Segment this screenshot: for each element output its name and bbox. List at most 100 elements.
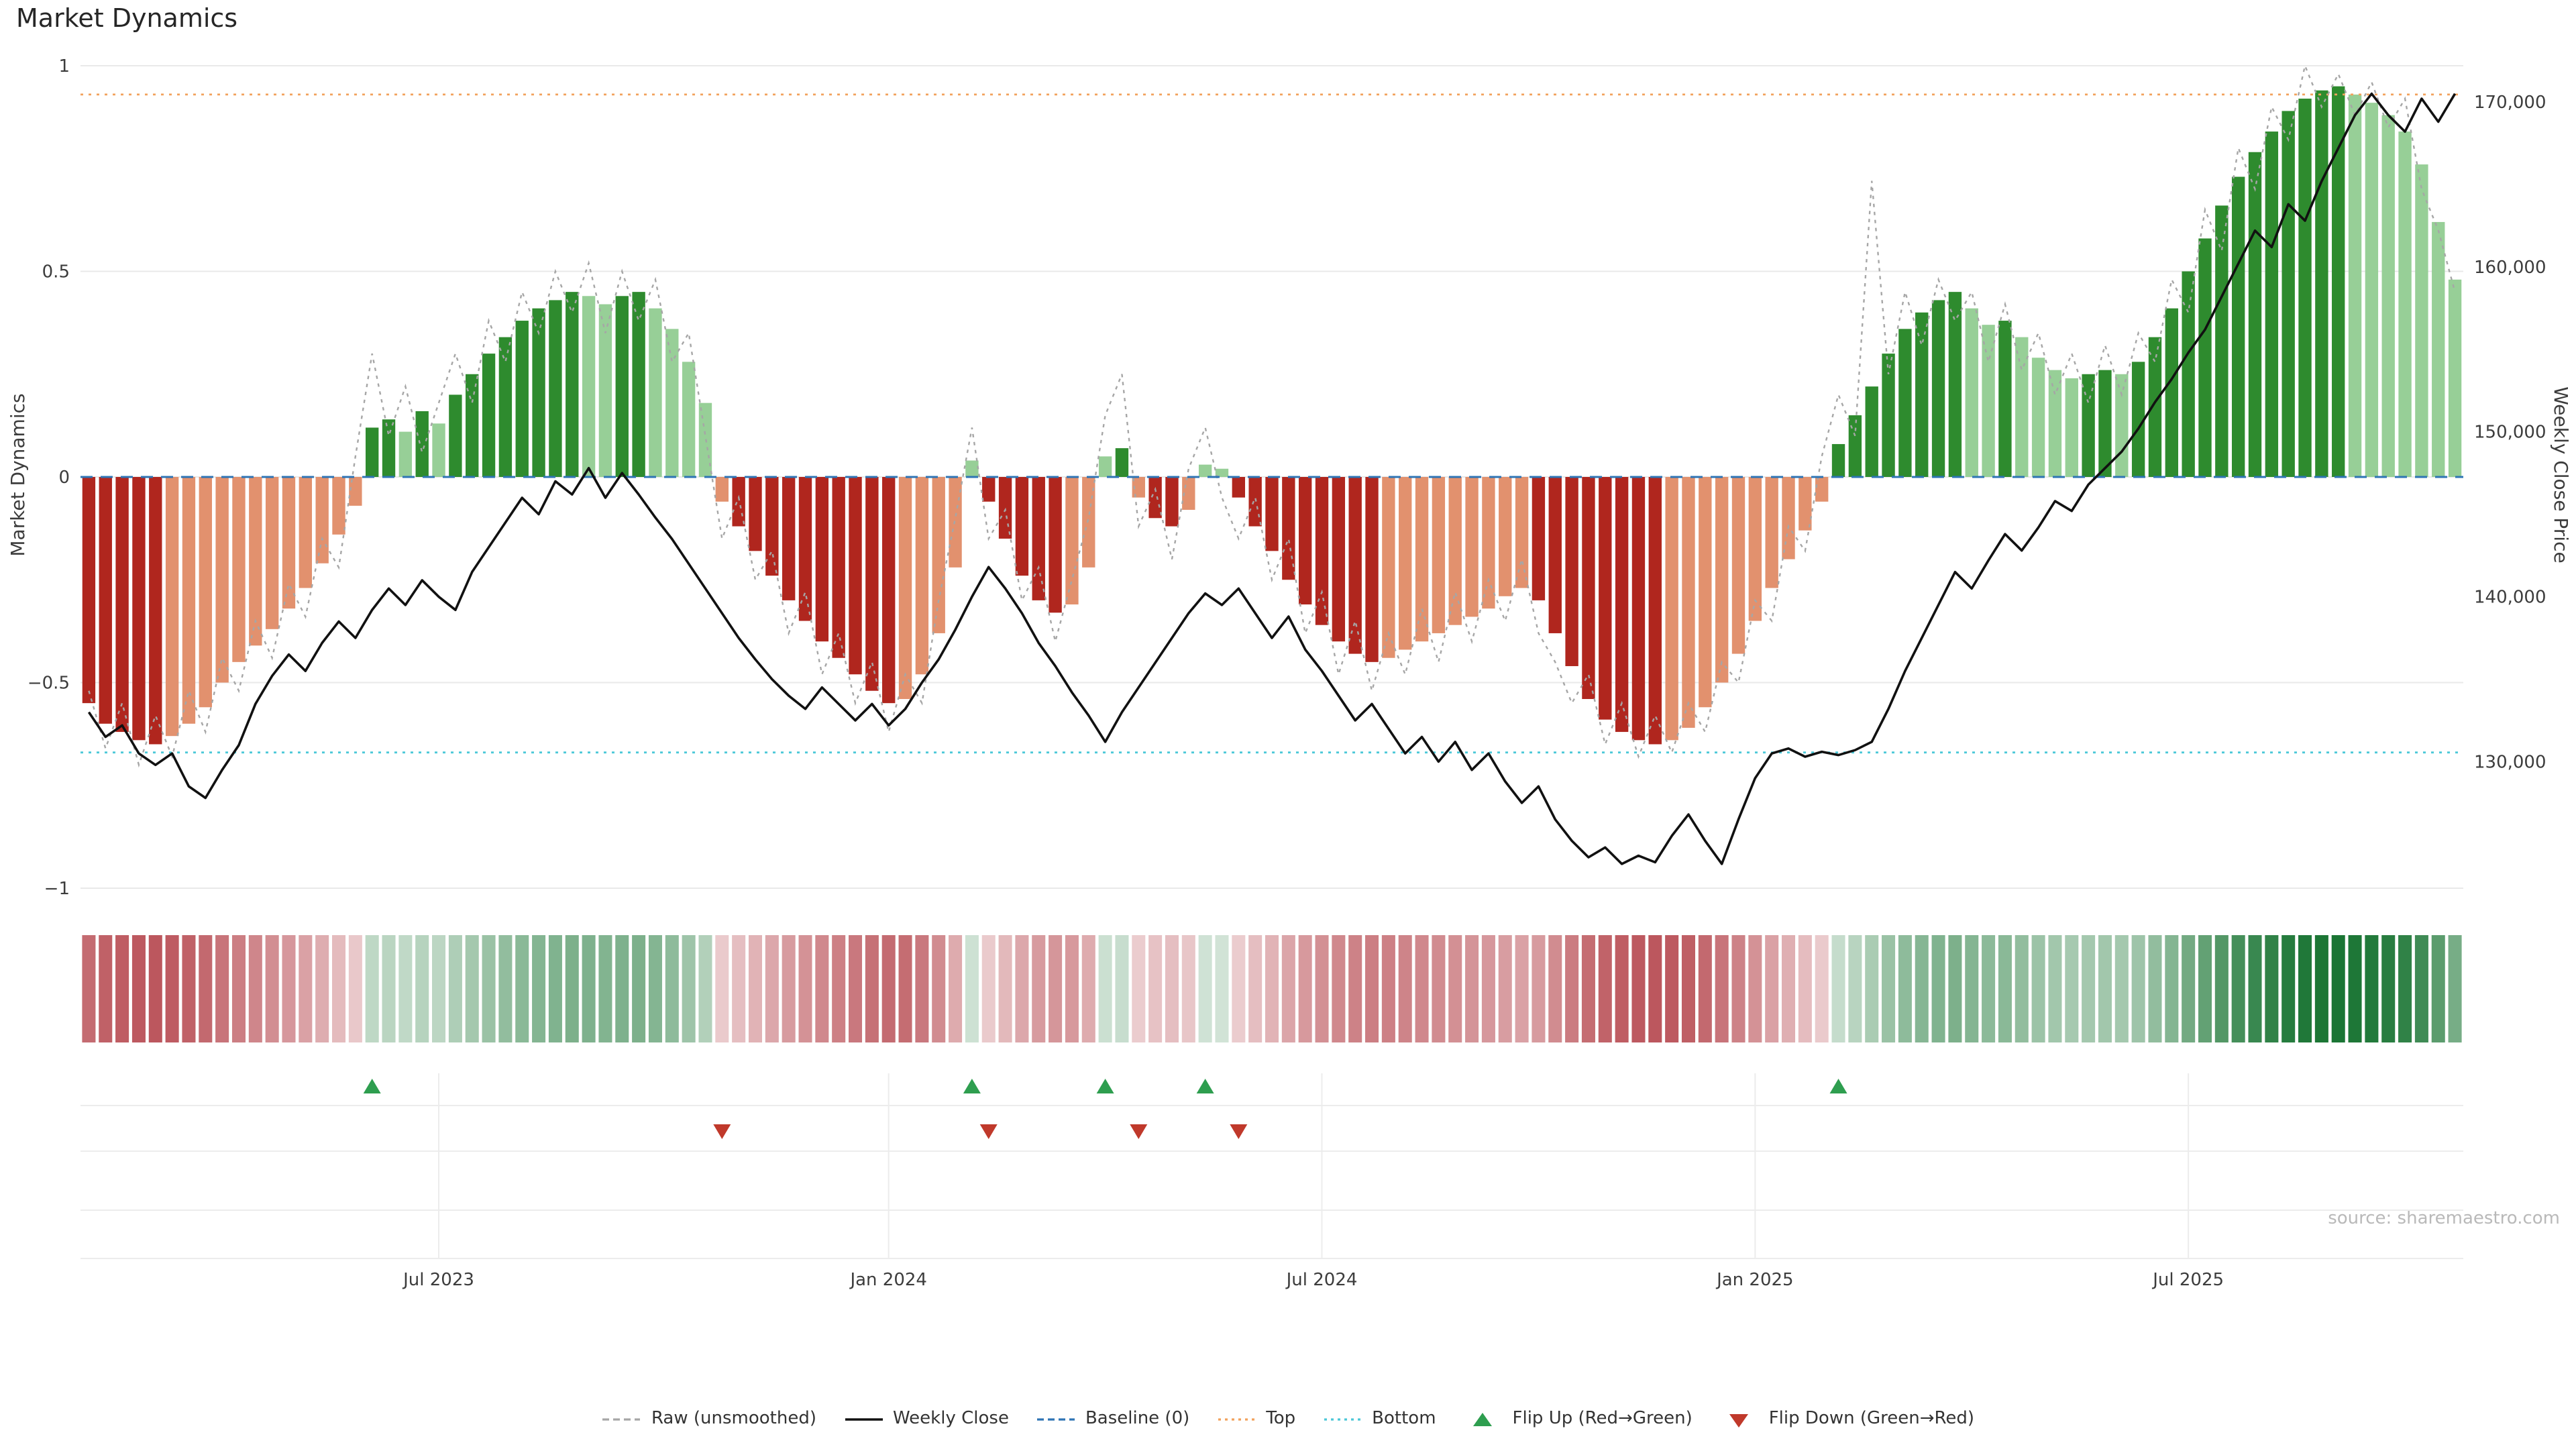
heatmap-cell bbox=[82, 935, 96, 1042]
flip-down-marker bbox=[979, 1124, 998, 1139]
heatmap-cell bbox=[2348, 935, 2362, 1042]
oscillator-bar bbox=[265, 477, 279, 629]
oscillator-bar bbox=[2048, 370, 2062, 477]
left-tick-label: 0.5 bbox=[42, 262, 70, 282]
heatmap-cell bbox=[865, 935, 879, 1042]
reference-lines bbox=[80, 93, 2463, 754]
heatmap-cell bbox=[1882, 935, 1896, 1042]
heatmap-cell bbox=[2231, 935, 2245, 1042]
oscillator-bar bbox=[1532, 477, 1546, 600]
heatmap-cell bbox=[1415, 935, 1429, 1042]
heatmap-cell bbox=[199, 935, 213, 1042]
heatmap-cell bbox=[1848, 935, 1862, 1042]
heatmap-cell bbox=[1898, 935, 1912, 1042]
heatmap-cell bbox=[1615, 935, 1629, 1042]
oscillator-bar bbox=[549, 300, 562, 477]
oscillator-bar bbox=[1998, 321, 2012, 477]
legend: Raw (unsmoothed) Weekly Close Baseline (0)… bbox=[0, 1409, 2576, 1429]
heatmap-cell bbox=[798, 935, 812, 1042]
oscillator-bar bbox=[1198, 464, 1212, 477]
oscillator-bar bbox=[1915, 312, 1929, 477]
oscillator-bar bbox=[1032, 477, 1045, 600]
heatmap-cell bbox=[231, 935, 246, 1042]
oscillator-bar bbox=[1232, 477, 1246, 498]
oscillator-bar bbox=[2265, 131, 2279, 477]
heatmap-cell bbox=[1448, 935, 1462, 1042]
oscillator-bar bbox=[2215, 205, 2229, 477]
oscillator-bar bbox=[1731, 477, 1746, 654]
oscillator-bar bbox=[365, 427, 379, 477]
oscillator-bar bbox=[715, 477, 729, 502]
heatmap-cell bbox=[648, 935, 662, 1042]
heatmap-cell bbox=[615, 935, 629, 1042]
oscillator-bar bbox=[2298, 99, 2312, 478]
heatmap-cell bbox=[1215, 935, 1229, 1042]
heatmap-cell bbox=[1815, 935, 1829, 1042]
oscillator-bar bbox=[1298, 477, 1312, 605]
heatmap-cell bbox=[2282, 935, 2296, 1042]
oscillator-bar bbox=[1882, 354, 1895, 477]
x-tick-label: Jul 2025 bbox=[2151, 1270, 2224, 1290]
heatmap-cell bbox=[2214, 935, 2229, 1042]
oscillator-bar bbox=[832, 477, 845, 658]
oscillator-bar bbox=[965, 460, 979, 477]
weekly-close-path bbox=[87, 92, 2457, 865]
legend-label: Bottom bbox=[1372, 1409, 1436, 1429]
heatmap-cell bbox=[1181, 935, 1195, 1042]
oscillator-bar bbox=[1715, 477, 1729, 683]
heatmap-cell bbox=[2182, 935, 2196, 1042]
heatmap-cell bbox=[998, 935, 1012, 1042]
oscillator-bar bbox=[2381, 115, 2395, 477]
legend-item: Top bbox=[1216, 1409, 1295, 1429]
heatmap-cell bbox=[2398, 935, 2412, 1042]
heatmap-cell bbox=[1865, 935, 1879, 1042]
flip-up-marker bbox=[363, 1079, 381, 1093]
heatmap-cell bbox=[2265, 935, 2279, 1042]
left-tick-label: −0.5 bbox=[28, 674, 70, 694]
oscillator-bar bbox=[1432, 477, 1446, 633]
heatmap-cell bbox=[482, 935, 496, 1042]
heatmap-cell bbox=[1598, 935, 1612, 1042]
heatmap-cell bbox=[1982, 935, 1996, 1042]
oscillator-bar bbox=[2415, 164, 2428, 477]
oscillator-bar bbox=[1699, 477, 1712, 708]
oscillator-bar bbox=[882, 477, 896, 704]
heatmap-cell bbox=[2314, 935, 2328, 1042]
heatmap-cell bbox=[1198, 935, 1212, 1042]
oscillator-bar bbox=[1265, 477, 1279, 551]
oscillator-bar bbox=[815, 477, 829, 642]
heatmap-cell bbox=[1748, 935, 1762, 1042]
heatmap-cell bbox=[2098, 935, 2112, 1042]
heatmap-cell bbox=[832, 935, 846, 1042]
left-tick-label: 1 bbox=[58, 56, 70, 76]
heatmap-cell bbox=[2448, 935, 2462, 1042]
heatmap-cell bbox=[131, 935, 146, 1042]
oscillator-bar bbox=[1982, 325, 1995, 477]
heatmap-cell bbox=[532, 935, 546, 1042]
chart-title: Market Dynamics bbox=[16, 4, 238, 34]
oscillator-bar bbox=[1565, 477, 1578, 666]
heatmap-cell bbox=[981, 935, 996, 1042]
oscillator-bar bbox=[998, 477, 1012, 539]
legend-item: Baseline (0) bbox=[1036, 1409, 1189, 1429]
oscillator-bar bbox=[1765, 477, 1778, 588]
legend-item: Flip Down (Green→Red) bbox=[1719, 1409, 1974, 1429]
right-tick-label: 130,000 bbox=[2474, 752, 2546, 772]
oscillator-bar bbox=[199, 477, 212, 708]
legend-item: Raw (unsmoothed) bbox=[602, 1409, 816, 1429]
flip-up-marker bbox=[1096, 1079, 1114, 1093]
oscillator-bar bbox=[2231, 176, 2245, 477]
oscillator-bar bbox=[1615, 477, 1629, 733]
oscillator-bar bbox=[1748, 477, 1762, 621]
heatmap-cell bbox=[2298, 935, 2312, 1042]
heatmap-cell bbox=[765, 935, 779, 1042]
oscillator-bar bbox=[1782, 477, 1795, 559]
heatmap-cell bbox=[1481, 935, 1495, 1042]
oscillator-bar bbox=[1348, 477, 1362, 654]
right-tick-label: 150,000 bbox=[2474, 423, 2546, 443]
heatmap-cell bbox=[582, 935, 596, 1042]
heatmap-cell bbox=[1281, 935, 1295, 1042]
heatmap-cell bbox=[1781, 935, 1796, 1042]
oscillator-bar bbox=[315, 477, 329, 564]
oscillator-bar bbox=[1948, 292, 1962, 477]
